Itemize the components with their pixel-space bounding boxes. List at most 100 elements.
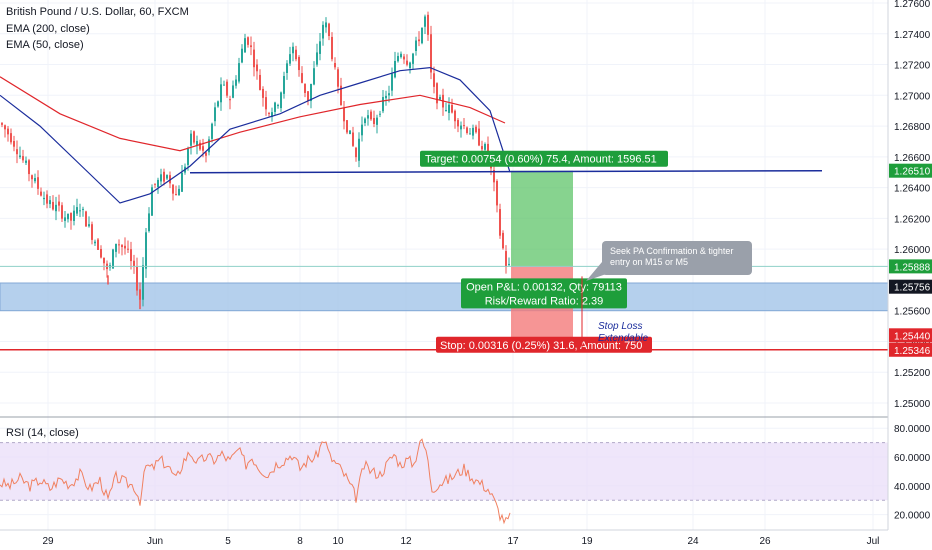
candle-body [367,115,369,119]
candle-body [298,57,300,71]
candle-body [433,73,435,87]
x-tick-label: Jun [147,536,163,547]
y-tick-label: 1.27600 [894,0,931,10]
candle-body [376,117,378,125]
price-tag [889,279,932,294]
y-tick-label: 1.26200 [894,214,931,225]
candle-body [406,60,408,65]
candle-body [394,61,396,78]
candle-body [319,41,321,54]
candle-body [373,117,375,124]
candle-body [52,201,54,210]
candle-body [103,257,105,264]
candle-body [70,213,72,221]
candle-body [439,97,441,100]
candle-body [22,156,24,161]
x-tick-label: 26 [759,536,771,547]
y-tick-label: 1.26600 [894,153,931,164]
candle-body [340,85,342,106]
candle-body [133,260,135,267]
candle-body [136,266,138,291]
price-tag-label: 1.26510 [894,167,931,178]
candle-body [343,107,345,122]
svg-text:Open P&L: 0.00132, Qty: 79113: Open P&L: 0.00132, Qty: 79113 [466,281,622,293]
candle-body [229,99,231,101]
candle-body [310,83,312,102]
candle-body [85,211,87,227]
candle-body [505,251,507,268]
main-gridlines [0,0,888,530]
candle-body [82,208,84,210]
candle-body [370,111,372,120]
resistance-line[interactable] [189,169,823,174]
candle-body [211,123,213,139]
chart-title: British Pound / U.S. Dollar, 60, FXCM [6,6,189,18]
candle-body [379,113,381,115]
price-tag [889,259,932,274]
candle-body [235,79,237,86]
candle-body [358,138,360,161]
candle-body [481,146,483,150]
y-tick-label: 1.25200 [894,368,931,379]
open-pl-label: Open P&L: 0.00132, Qty: 79113 Risk/Rewar… [461,278,627,309]
candle-body [226,81,228,96]
candle-body [271,112,273,117]
candle-body [334,63,336,68]
candle-body [361,124,363,136]
candle-body [352,132,354,146]
candle-body [76,207,78,214]
candle-body [46,194,48,204]
candle-body [304,83,306,93]
candle-body [127,248,129,250]
time-axis[interactable]: 29 Jun 5 8 10 12 17 19 24 26 Jul [0,529,888,547]
candle-body [265,97,267,110]
y-tick-label: 1.26800 [894,122,931,133]
candle-body [484,143,486,150]
candle-body [10,133,12,143]
candle-body [241,48,243,63]
candle-body [316,52,318,65]
x-tick-label: 24 [687,536,699,547]
target-area [511,170,573,267]
candle-body [382,97,384,112]
rsi-tick-label: 20.0000 [894,511,931,522]
candle-body [274,102,276,112]
candle-body [79,210,81,212]
x-tick-label: 12 [400,536,412,547]
candle-body [19,155,21,158]
candle-body [115,243,117,252]
candle-body [364,118,366,124]
callout-line-1: Seek PA Confirmation & tighter [610,246,733,256]
candle-body [508,263,510,265]
candle-body [418,39,420,42]
y-tick-label: 1.27400 [894,30,931,41]
rsi-title: RSI (14, close) [6,427,79,439]
candle-body [208,139,210,153]
candle-body [487,143,489,155]
y-tick-label: 1.27200 [894,61,931,72]
price-axis[interactable]: 1.27600 1.27400 1.27200 1.27000 1.26800 1.266… [887,0,932,530]
candle-body [349,130,351,135]
candle-body [88,224,90,227]
candle-body [148,213,150,232]
candle-body [400,53,402,58]
candle-body [13,140,15,147]
candle-body [61,205,63,219]
candle-body [223,84,225,86]
candle-body [256,64,258,72]
candle-body [403,56,405,60]
y-tick-label: 1.27000 [894,91,931,102]
candle-body [166,175,168,179]
candle-body [1,123,3,125]
candle-body [244,38,246,53]
stop-note-line-2: Extendable [598,333,648,344]
callout-note[interactable]: Seek PA Confirmation & tighter entry on … [586,241,752,281]
candle-body [454,110,456,122]
candle-body [157,179,159,187]
candle-body [172,184,174,194]
candle-body [220,84,222,103]
candle-body [286,63,288,74]
x-tick-label: 8 [297,536,303,547]
y-tick-label: 1.25000 [894,399,931,410]
